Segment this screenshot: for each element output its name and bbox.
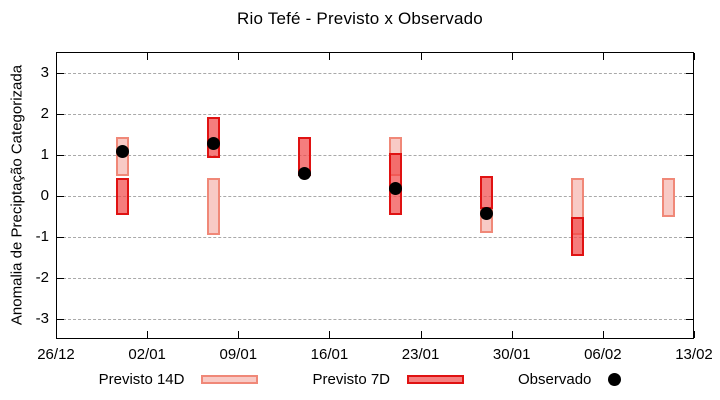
x-tick-label: 06/02 — [584, 346, 622, 363]
x-tick — [511, 53, 513, 60]
y-tick — [57, 318, 64, 320]
chart-title: Rio Tefé - Previsto x Observado — [237, 9, 483, 28]
y-tick — [686, 318, 693, 320]
y-tick — [57, 154, 64, 156]
y-tick-label: 2 — [40, 104, 49, 122]
x-tick — [511, 331, 513, 338]
y-tick — [686, 154, 693, 156]
y-tick-label: -3 — [35, 309, 49, 327]
legend-label-previsto-14d: Previsto 14D — [98, 371, 185, 388]
grid-line — [58, 318, 692, 320]
plot-area: 3 2 1 0 -1 -2 -3 26/12 02/01 09/01 16/01 23/01 30/01… — [36, 52, 713, 363]
x-tick-label: 26/12 — [37, 346, 75, 363]
bar-previsto-14d — [662, 178, 676, 217]
y-tick-label: 1 — [40, 145, 49, 163]
x-tick — [602, 331, 604, 338]
y-tick — [686, 195, 693, 197]
legend-observado-dot-icon — [608, 373, 622, 386]
y-tick — [686, 72, 693, 74]
grid-line — [58, 277, 692, 279]
x-tick — [329, 331, 331, 338]
x-tick — [420, 331, 422, 338]
legend-item-observado: Observado — [518, 371, 622, 388]
bar-previsto-7d — [571, 217, 585, 256]
y-tick — [686, 236, 693, 238]
legend: Previsto 14D Previsto 7D Observado — [0, 371, 720, 388]
y-tick-label: -2 — [35, 268, 49, 286]
observado-dot — [297, 167, 311, 181]
x-tick — [694, 331, 695, 338]
x-tick-label: 13/02 — [675, 346, 713, 363]
y-tick — [686, 113, 693, 115]
y-tick — [57, 195, 64, 197]
bar-previsto-7d — [480, 176, 494, 209]
x-tick-label: 02/01 — [128, 346, 166, 363]
x-tick — [147, 53, 149, 60]
x-tick — [694, 53, 695, 60]
x-tick-label: 30/01 — [492, 346, 531, 363]
y-tick — [57, 72, 64, 74]
grid-line — [58, 72, 692, 74]
y-tick — [686, 277, 693, 279]
y-tick — [57, 277, 64, 279]
x-tick-label: 23/01 — [401, 346, 440, 363]
x-tick — [420, 53, 422, 60]
legend-label-observado: Observado — [518, 371, 592, 388]
observado-dot — [115, 144, 129, 158]
y-tick-label: 3 — [40, 63, 49, 81]
x-tick — [147, 331, 149, 338]
x-tick — [602, 53, 604, 60]
y-tick-label: -1 — [35, 227, 49, 245]
legend-item-previsto-14d: Previsto 14D — [99, 371, 259, 388]
observado-dot — [206, 136, 220, 150]
x-tick — [238, 53, 240, 60]
legend-label-previsto-7d: Previsto 7D — [312, 371, 391, 388]
grid-line — [58, 113, 692, 115]
x-tick — [56, 331, 57, 338]
observado-dot — [389, 181, 403, 195]
legend-item-previsto-7d: Previsto 7D — [312, 371, 465, 388]
grid-line — [58, 236, 692, 238]
y-tick — [57, 236, 64, 238]
y-tick-label: 0 — [40, 186, 49, 204]
grid-line — [58, 195, 692, 197]
legend-swatch-previsto-14d-icon — [201, 375, 259, 384]
observado-dot — [480, 207, 494, 221]
x-tick — [56, 53, 57, 60]
x-tick-label: 09/01 — [219, 346, 258, 363]
y-tick — [57, 113, 64, 115]
x-tick — [329, 53, 331, 60]
x-tick-label: 16/01 — [310, 346, 349, 363]
bar-previsto-7d — [115, 178, 129, 215]
bar-previsto-14d — [206, 178, 220, 236]
legend-swatch-previsto-7d-icon — [407, 375, 465, 384]
grid-line — [58, 154, 692, 156]
x-tick — [238, 331, 240, 338]
